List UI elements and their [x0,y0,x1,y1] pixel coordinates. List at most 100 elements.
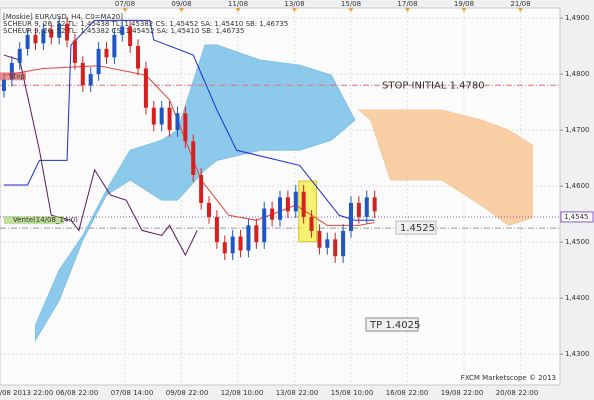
candle-body [317,230,322,248]
candle-body [33,34,38,44]
candle-body [167,107,172,131]
footer: FXCM Marketscope © 2013 [461,374,556,382]
candle-body [372,197,377,212]
candle-body [333,239,338,257]
last-price-label: 1,4545 [564,213,589,221]
candle-body [120,26,125,35]
candle-body [80,62,85,86]
day-marker [461,8,467,12]
tp-box [365,317,419,332]
candle-body [246,225,251,251]
candle-body [254,225,259,243]
candle-body [175,113,180,131]
indicator-line [3,19,375,221]
legend-entry: SCHEUR 9, 26, 52 TL: 1,45438 TL: 1,45382… [3,20,288,28]
y-tick-label: 1,4400 [565,294,590,302]
candle-body [199,174,204,203]
candle-body [25,34,30,49]
y-tick-label: 1,4900 [565,14,590,22]
cloud [34,44,356,343]
day-marker [405,8,410,12]
top-date: 17/08 [397,0,417,8]
top-date: 07/08 [115,0,135,8]
y-tick-label: 1,4500 [565,238,590,246]
tp-label: TP 1.4025 [369,320,420,331]
candle-body [17,48,22,63]
x-tick-label: 16/08 22:00 [386,389,429,397]
level-label-box [395,220,437,235]
candle-body [230,236,235,254]
day-marker [122,8,128,12]
x-tick-label: 07/08 14:00 [111,389,154,397]
candle-body [191,141,196,175]
candle-body [278,197,282,220]
legend-entry: SCHEUR 9, 26, 52 TL: 1,45382 CS: 1,45452… [3,27,244,35]
day-marker [518,8,523,12]
candle-body [159,107,164,125]
candle-body [72,40,77,63]
candle-body [270,208,275,220]
x-tick-label: 20/08 22:00 [496,389,539,397]
candle-body [41,29,46,44]
candle-body [214,216,219,243]
candle-body [301,191,306,217]
tag-label: Stop [9,72,25,80]
x-tick-label: 19/08 22:00 [441,389,484,397]
last-price-box [560,211,594,223]
cloud [357,109,533,226]
candle-body [207,202,212,217]
x-tick-label: 01/08 2013 22:00 [0,389,53,397]
y-tick-label: 1,4700 [565,126,590,134]
candle-body [9,62,14,80]
candle-body [341,230,346,257]
candle-body [151,107,156,125]
top-date: 13/08 [284,0,304,8]
candle-body [325,239,330,248]
candle-body [309,216,314,231]
candle-body [183,113,188,142]
x-tick-label: 15/08 10:00 [331,389,374,397]
candle-body [1,79,6,91]
level-label: 1.4525 [400,223,435,234]
candle-body [364,197,369,217]
stop-label: STOP INITIAL 1.4780 [382,80,485,91]
day-marker [235,8,241,12]
top-date: 21/08 [510,0,530,8]
top-date: 09/08 [171,0,191,8]
candle-body [356,202,361,217]
candle-body [88,74,93,86]
candle-body [293,191,298,212]
candle-body [96,48,101,75]
candle-body [65,23,70,41]
x-tick-label: 09/08 22:00 [166,389,209,397]
candle-body [57,23,62,38]
top-date: 19/08 [454,0,474,8]
top-date: 15/08 [341,0,361,8]
indicator-line [3,65,375,226]
x-tick-label: 13/08 22:00 [276,389,319,397]
candle-body [348,202,353,231]
indicator-line [3,54,198,257]
y-tick-label: 1,4300 [565,350,590,358]
tag-box [0,72,26,81]
candle-body [104,48,109,58]
candle-body [49,29,54,38]
tag-box [4,216,64,225]
y-tick-label: 1,4600 [565,182,590,190]
x-tick-label: 06/08 22:00 [56,389,99,397]
candle-body [238,236,243,251]
highlight [298,180,317,243]
legend-entry: [Moskie] EUR/USD, H4, C0=MA20] [3,13,123,21]
day-marker [292,8,297,12]
candle-body [143,68,148,108]
candle-body [128,26,133,47]
top-date: 11/08 [228,0,248,8]
day-marker [348,8,354,12]
candle-body [222,242,227,254]
tag-label: Vente(14/08_14:0) [13,216,78,224]
candle-body [112,34,117,58]
candle-body [262,208,267,243]
candle-body [285,197,290,212]
